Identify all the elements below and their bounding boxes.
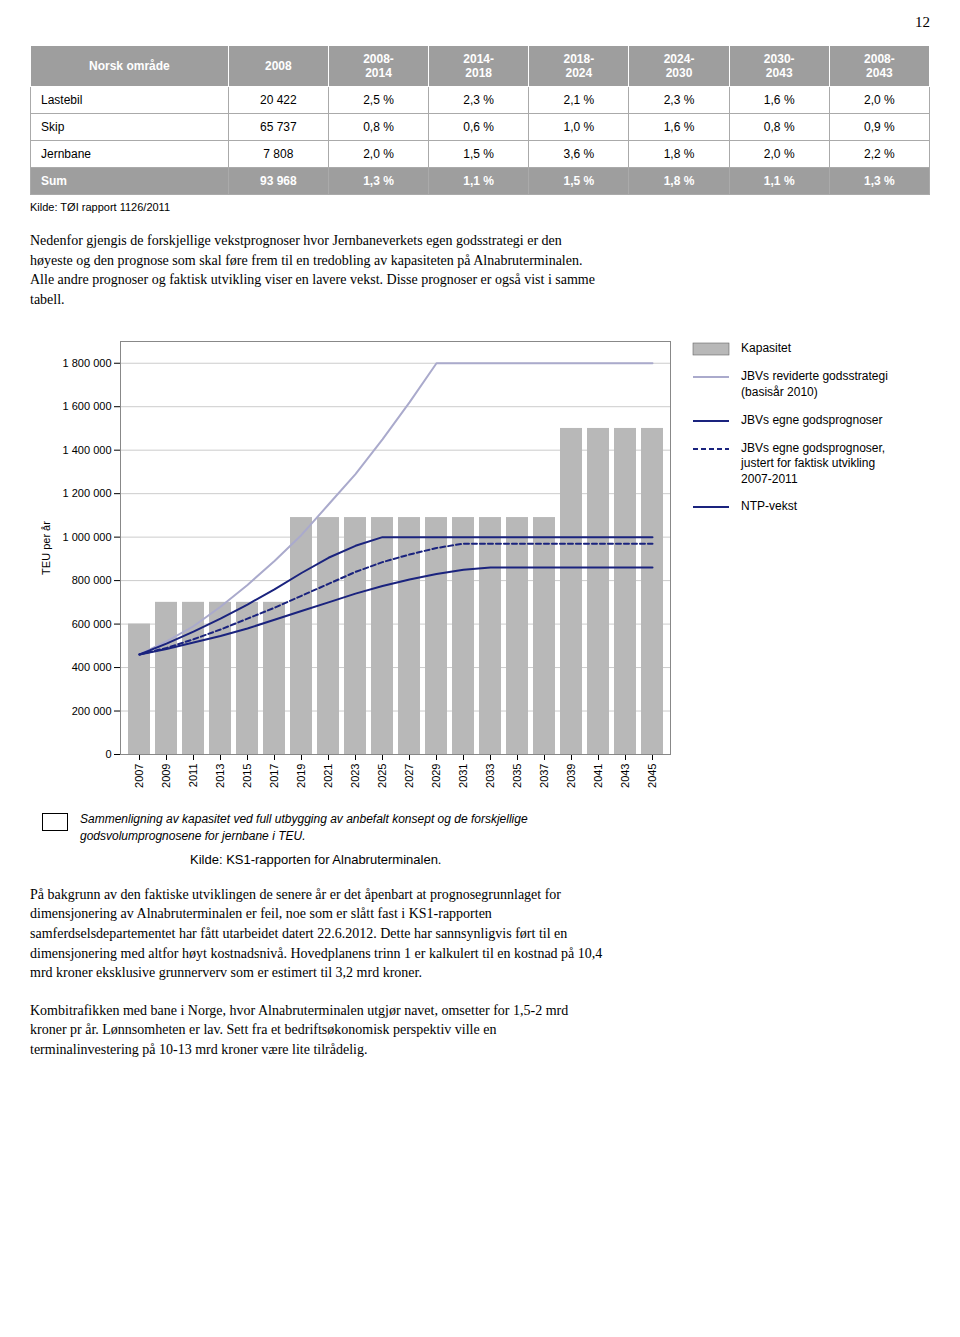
html-text:NTP-vekst: NTP-vekst	[741, 499, 798, 514]
html-text:0,9 %: 0,9 %	[864, 120, 895, 134]
html-text:93 968: 93 968	[260, 174, 297, 188]
html-text:1,3 %: 1,3 %	[363, 174, 394, 188]
html-text:2030- 2043: 2030- 2043	[763, 52, 795, 80]
html-text:Kombitrafikken med bane i Norg: Kombitrafikken med bane i Norge, hvor Al…	[30, 1002, 569, 1057]
html-text:1,8 %: 1,8 %	[663, 147, 695, 161]
html-text:2,0 %: 2,0 %	[763, 147, 795, 161]
svg-text:1 400 000: 1 400 000	[63, 444, 112, 456]
html-text:1,3 %: 1,3 %	[864, 174, 895, 188]
html-text:0,8 %: 0,8 %	[363, 120, 394, 134]
html-text:7 808: 7 808	[263, 147, 294, 161]
html-text:Skip: Skip	[41, 120, 65, 134]
svg-text:2035: 2035	[511, 764, 523, 788]
html-text:1,5 %: 1,5 %	[463, 147, 494, 161]
svg-text:400 000: 400 000	[72, 661, 112, 673]
html-text:0,8 %: 0,8 %	[763, 120, 795, 134]
svg-text:2007: 2007	[133, 764, 145, 788]
html-text:1,0 %: 1,0 %	[563, 120, 595, 134]
html-text:20 422: 20 422	[260, 93, 297, 107]
html-text:2,2 %: 2,2 %	[864, 147, 895, 161]
html-text:2,5 %: 2,5 %	[363, 93, 394, 107]
html-text:1,8 %: 1,8 %	[663, 174, 695, 188]
html-text:12: 12	[915, 14, 930, 30]
html-text:2,0 %: 2,0 %	[363, 147, 394, 161]
html-text:2014- 2018: 2014- 2018	[463, 52, 494, 80]
html-text:Kilde: KS1-rapporten for Alnab: Kilde: KS1-rapporten for Alnabruterminal…	[190, 851, 442, 867]
html-text:2008- 2014: 2008- 2014	[363, 52, 394, 80]
svg-text:200 000: 200 000	[72, 705, 112, 717]
svg-text:2015: 2015	[241, 764, 253, 788]
html-text:1,5 %: 1,5 %	[563, 174, 595, 188]
html-text:2,3 %: 2,3 %	[663, 93, 695, 107]
svg-text:2025: 2025	[376, 764, 388, 788]
html-text:Sum: Sum	[41, 174, 67, 188]
svg-text:2041: 2041	[592, 764, 604, 788]
svg-text:2011: 2011	[187, 764, 199, 788]
svg-text:2019: 2019	[295, 764, 307, 788]
html-text:På bakgrunn av den faktiske ut: På bakgrunn av den faktiske utviklingen …	[30, 886, 603, 981]
html-text:Sammenligning av kapasitet ved: Sammenligning av kapasitet ved full utby…	[80, 812, 528, 843]
html-text:Lastebil: Lastebil	[41, 93, 83, 107]
html-text:2018- 2024: 2018- 2024	[563, 52, 595, 80]
html-text:2,0 %: 2,0 %	[864, 93, 895, 107]
html-text:Kilde: TØI rapport 1126/2011: Kilde: TØI rapport 1126/2011	[30, 201, 170, 213]
svg-text:1 800 000: 1 800 000	[63, 357, 112, 369]
html-text:Jernbane: Jernbane	[41, 147, 91, 161]
html-text:JBVs reviderte godsstrategi (b: JBVs reviderte godsstrategi (basisår 201…	[741, 369, 888, 399]
html-text:2,1 %: 2,1 %	[563, 93, 595, 107]
svg-text:2037: 2037	[538, 764, 550, 788]
html-text:65 737: 65 737	[260, 120, 297, 134]
svg-text:2027: 2027	[403, 764, 415, 788]
html-text:3,6 %: 3,6 %	[563, 147, 595, 161]
html-text:Nedenfor gjengis de forskjelli: Nedenfor gjengis de forskjellige vekstpr…	[30, 233, 595, 307]
html-text:0,6 %: 0,6 %	[463, 120, 494, 134]
svg-text:2039: 2039	[565, 764, 577, 788]
svg-text:1 600 000: 1 600 000	[63, 401, 112, 413]
html-text:JBVs egne godsprognoser, juste: JBVs egne godsprognoser, justert for fak…	[741, 440, 886, 486]
svg-text:1 200 000: 1 200 000	[63, 488, 112, 500]
html-text:2008- 2043: 2008- 2043	[864, 52, 895, 80]
svg-text:0: 0	[105, 748, 111, 760]
html-text:Norsk område: Norsk område	[89, 59, 170, 73]
svg-text:2033: 2033	[484, 764, 496, 788]
svg-text:2021: 2021	[322, 764, 334, 788]
html-text:1,1 %: 1,1 %	[763, 174, 795, 188]
html-text:1,1 %: 1,1 %	[463, 174, 494, 188]
html-text:2,3 %: 2,3 %	[463, 93, 494, 107]
html-text:Kapasitet: Kapasitet	[741, 341, 792, 356]
svg-text:2013: 2013	[214, 764, 226, 788]
html-text:2008: 2008	[265, 59, 292, 73]
html-text:1,6 %: 1,6 %	[763, 93, 795, 107]
svg-text:2017: 2017	[268, 764, 280, 788]
svg-text:TEU per år: TEU per år	[40, 521, 52, 575]
html-text:JBVs egne godsprognoser: JBVs egne godsprognoser	[741, 412, 883, 427]
svg-text:2023: 2023	[349, 764, 361, 788]
svg-text:2043: 2043	[619, 764, 631, 788]
svg-text:2009: 2009	[160, 764, 172, 788]
html-text:2024- 2030: 2024- 2030	[663, 52, 695, 80]
svg-text:2029: 2029	[430, 764, 442, 788]
svg-text:1 000 000: 1 000 000	[63, 531, 112, 543]
svg-text:2045: 2045	[646, 764, 658, 788]
svg-text:600 000: 600 000	[72, 618, 112, 630]
svg-text:2031: 2031	[457, 764, 469, 788]
svg-text:800 000: 800 000	[72, 575, 112, 587]
html-text:1,6 %: 1,6 %	[663, 120, 695, 134]
